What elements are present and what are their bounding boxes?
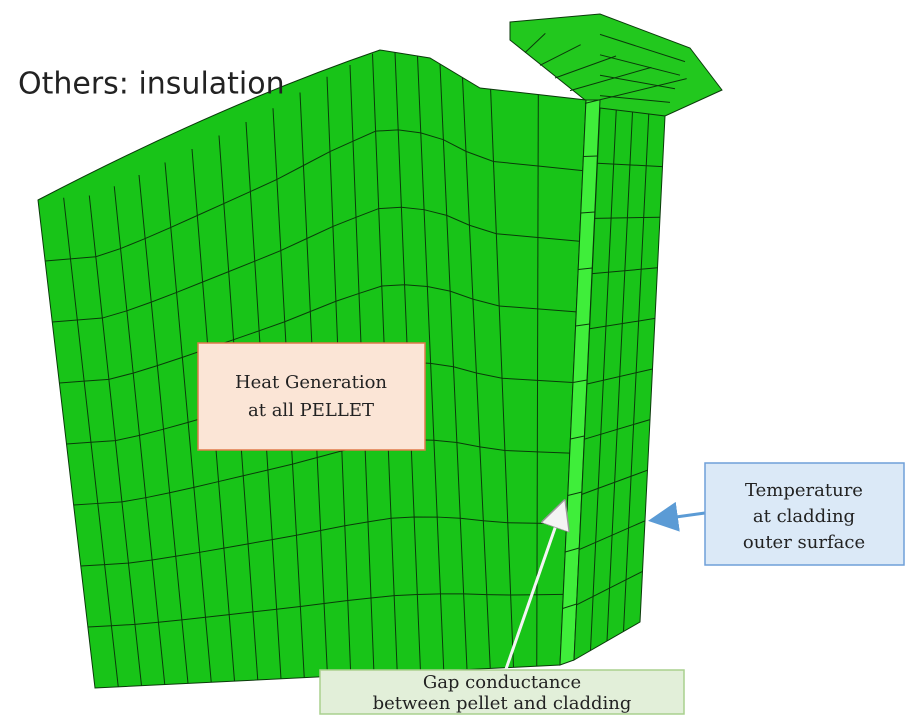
heat-label: at all PELLET	[248, 400, 374, 421]
temperature-label: Temperature	[745, 480, 863, 501]
gap-label: Gap conductance	[423, 672, 581, 693]
temperature-label: at cladding	[753, 506, 855, 527]
page: {"title": "Others: insulation", "annotat…	[0, 0, 906, 715]
gap-label: between pellet and cladding	[373, 693, 632, 714]
heat-label: Heat Generation	[235, 372, 387, 393]
temperature-label: outer surface	[743, 532, 865, 553]
title: Others: insulation	[18, 67, 285, 102]
heat-box	[198, 343, 425, 450]
mesh-line	[583, 156, 597, 157]
diagram: Others: insulation Heat Generation at al…	[0, 0, 906, 715]
temperature-arrow	[654, 513, 705, 520]
